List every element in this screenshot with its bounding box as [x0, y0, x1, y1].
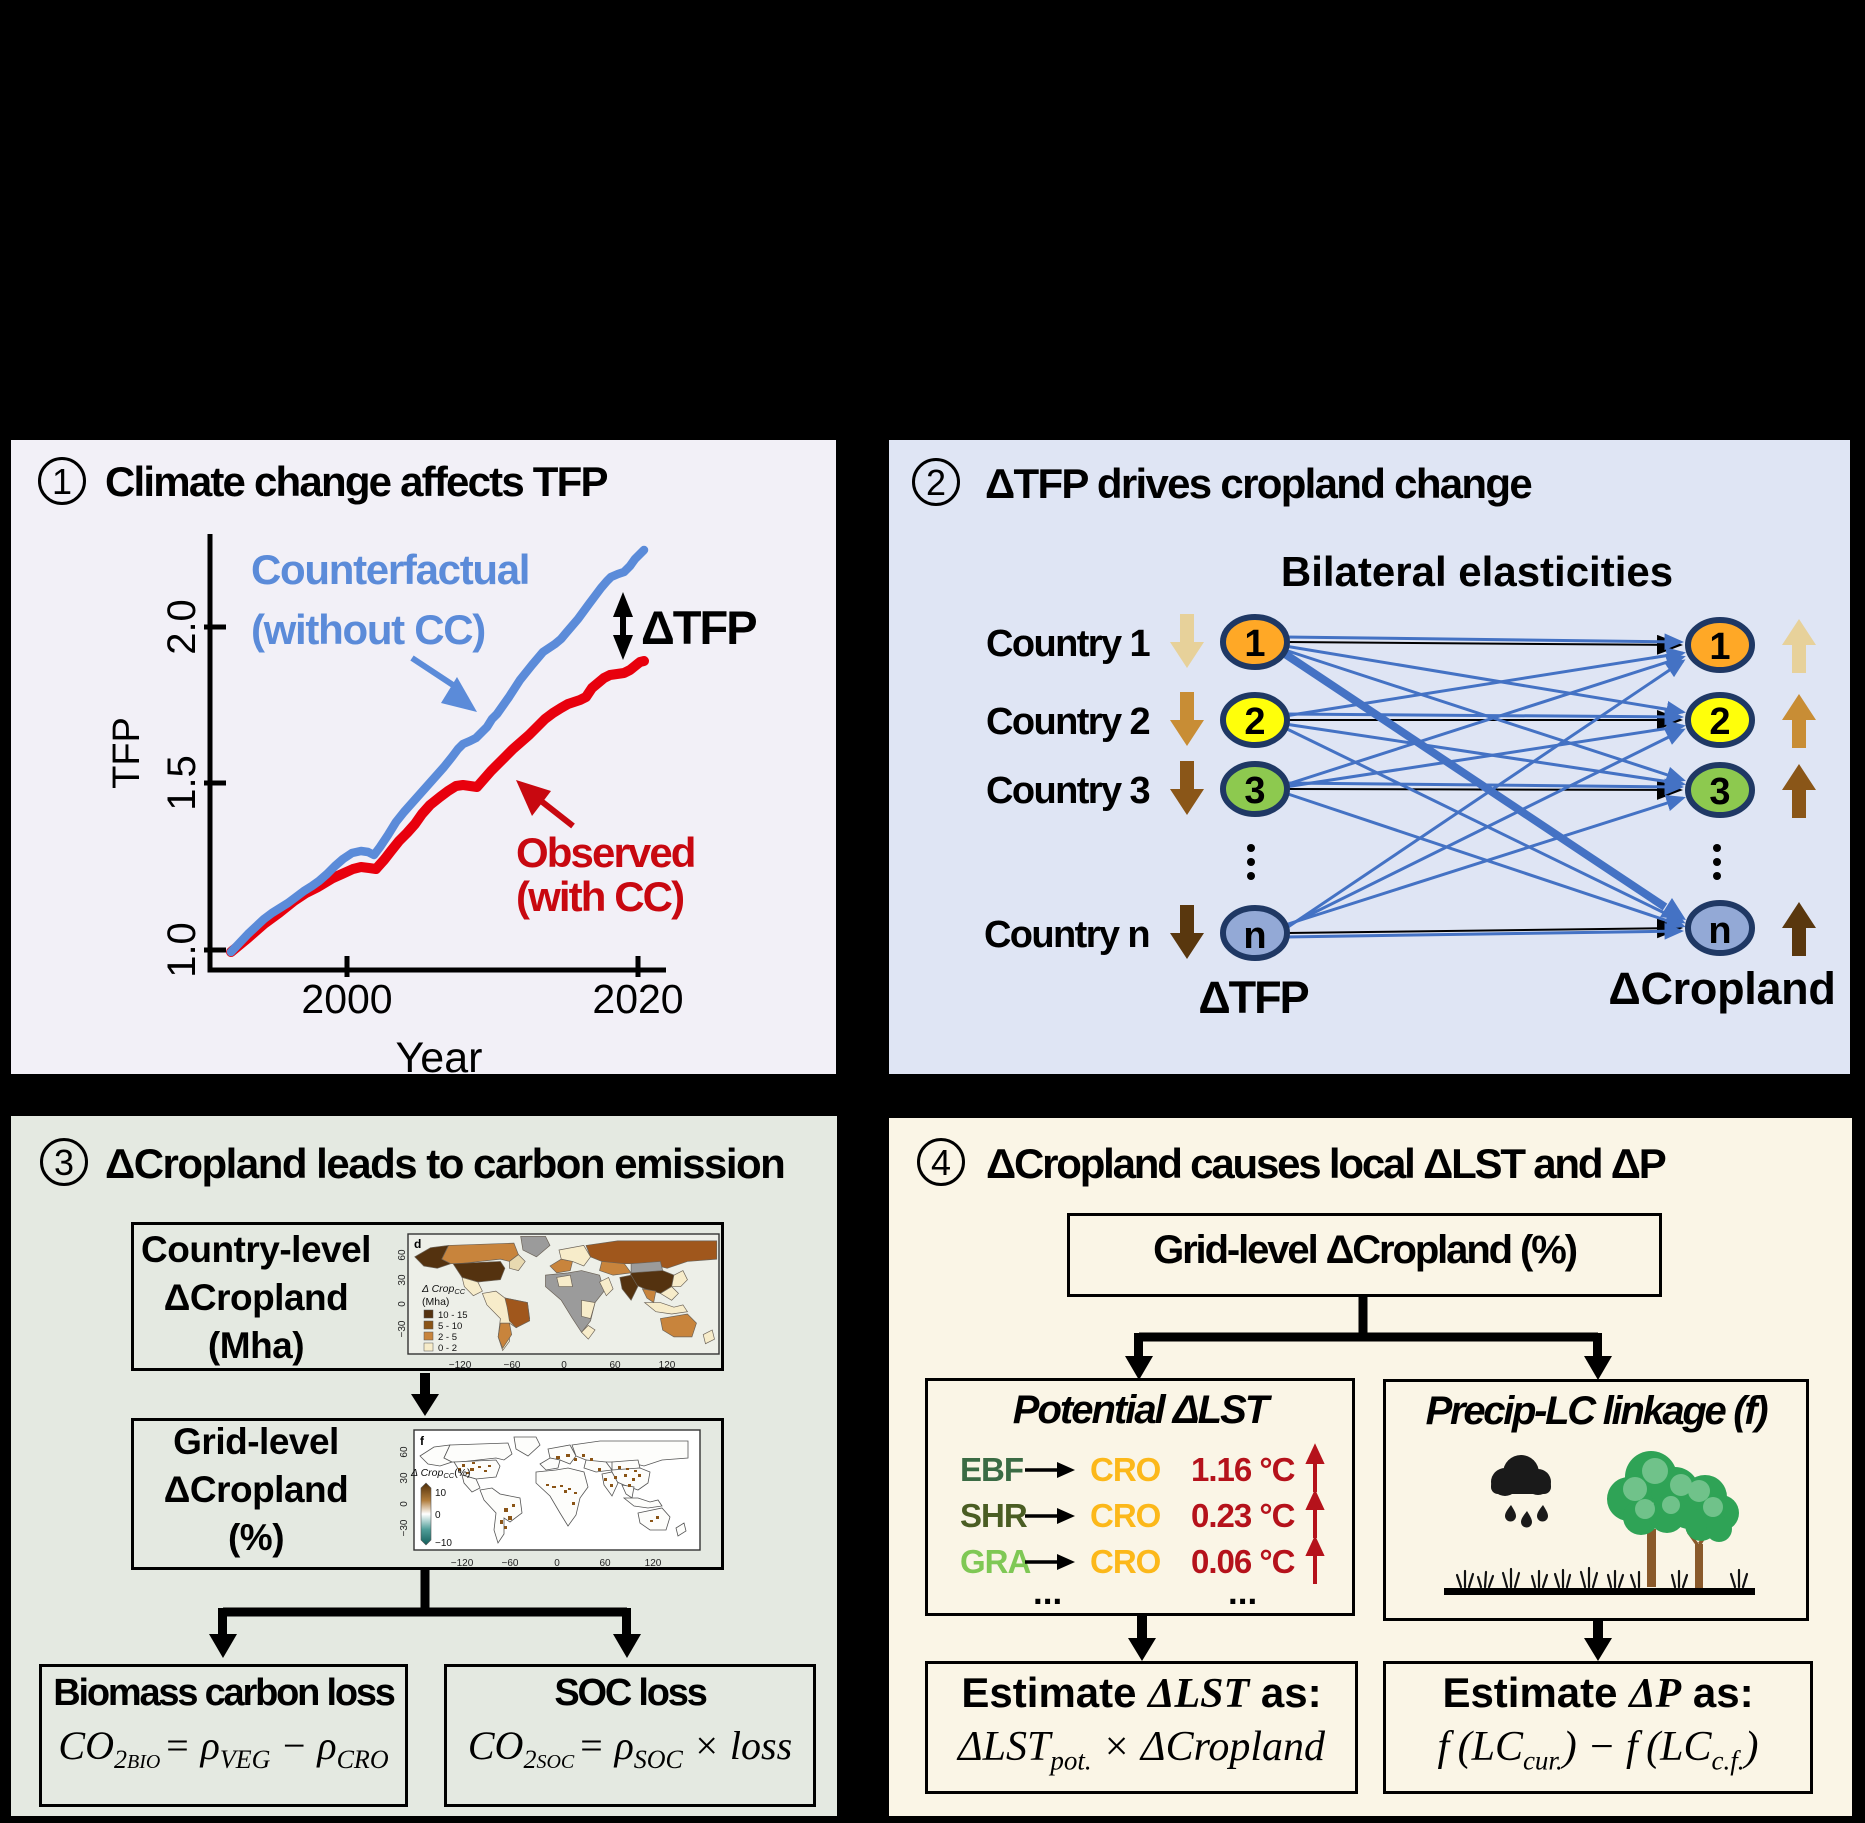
svg-text:10 - 15: 10 - 15 [438, 1310, 468, 1321]
svg-text:2: 2 [1244, 701, 1265, 743]
svg-text:0: 0 [399, 1501, 410, 1507]
svg-text:5 - 10: 5 - 10 [438, 1321, 462, 1332]
svg-text:Country 2: Country 2 [986, 701, 1149, 743]
svg-text:0: 0 [397, 1301, 408, 1307]
svg-text:60: 60 [399, 1446, 410, 1458]
svg-text:SHR: SHR [960, 1497, 1028, 1534]
svg-text:−30: −30 [399, 1519, 410, 1536]
svg-text:−10: −10 [435, 1538, 452, 1549]
svg-text:Δ CropCC: Δ CropCC [421, 1283, 466, 1296]
svg-text:...: ... [1033, 1573, 1062, 1612]
svg-text:120: 120 [645, 1558, 662, 1569]
svg-text:ΔTFP: ΔTFP [1198, 972, 1308, 1023]
svg-text:−30: −30 [397, 1320, 408, 1337]
svg-text:n: n [1708, 910, 1731, 952]
svg-text:0: 0 [435, 1510, 441, 1521]
svg-text:−60: −60 [502, 1558, 519, 1569]
svg-text:0 - 2: 0 - 2 [438, 1343, 457, 1354]
svg-text:ΔTFP: ΔTFP [641, 601, 756, 654]
svg-text:CRO: CRO [1090, 1543, 1161, 1580]
svg-text:Year: Year [396, 1034, 483, 1074]
svg-text:Country n: Country n [984, 914, 1149, 956]
svg-text:2.0: 2.0 [160, 599, 204, 655]
svg-text:n: n [1243, 915, 1266, 957]
svg-text:1: 1 [1244, 623, 1265, 665]
svg-text:30: 30 [399, 1472, 410, 1484]
svg-text:EBF: EBF [960, 1451, 1023, 1488]
svg-text:Country 3: Country 3 [986, 770, 1149, 812]
svg-text:CRO: CRO [1090, 1451, 1161, 1488]
svg-text:60: 60 [397, 1249, 408, 1261]
svg-text:...: ... [1228, 1573, 1257, 1612]
svg-text:Δ CropCC(%): Δ CropCC(%) [410, 1467, 471, 1480]
svg-text:60: 60 [609, 1360, 621, 1371]
svg-text:2020: 2020 [592, 976, 683, 1022]
svg-text:2: 2 [1709, 701, 1730, 743]
svg-text:1.5: 1.5 [160, 755, 204, 811]
svg-text:−120: −120 [449, 1360, 472, 1371]
svg-text:d: d [414, 1237, 421, 1251]
svg-text:2000: 2000 [301, 976, 392, 1022]
svg-text:TFP: TFP [106, 717, 148, 789]
svg-text:f: f [420, 1434, 425, 1448]
svg-text:1.0: 1.0 [160, 922, 204, 978]
svg-text:0: 0 [554, 1558, 560, 1569]
svg-text:1: 1 [1709, 626, 1730, 668]
svg-text:GRA: GRA [960, 1543, 1031, 1580]
svg-text:120: 120 [659, 1360, 676, 1371]
svg-text:3: 3 [1244, 770, 1265, 812]
svg-text:CRO: CRO [1090, 1497, 1161, 1534]
svg-text:0.23 °C: 0.23 °C [1191, 1497, 1295, 1534]
svg-text:60: 60 [599, 1558, 611, 1569]
svg-text:ΔCropland: ΔCropland [1608, 963, 1835, 1014]
svg-text:Country 1: Country 1 [986, 623, 1150, 665]
svg-text:1.16 °C: 1.16 °C [1191, 1451, 1295, 1488]
svg-text:0.06 °C: 0.06 °C [1191, 1543, 1295, 1580]
svg-text:−60: −60 [504, 1360, 521, 1371]
svg-text:0: 0 [561, 1360, 567, 1371]
svg-text:2 - 5: 2 - 5 [438, 1332, 457, 1343]
svg-text:(Mha): (Mha) [422, 1296, 449, 1308]
svg-text:10: 10 [435, 1488, 447, 1499]
svg-text:3: 3 [1709, 771, 1730, 813]
svg-text:30: 30 [397, 1274, 408, 1286]
svg-text:−120: −120 [451, 1558, 474, 1569]
